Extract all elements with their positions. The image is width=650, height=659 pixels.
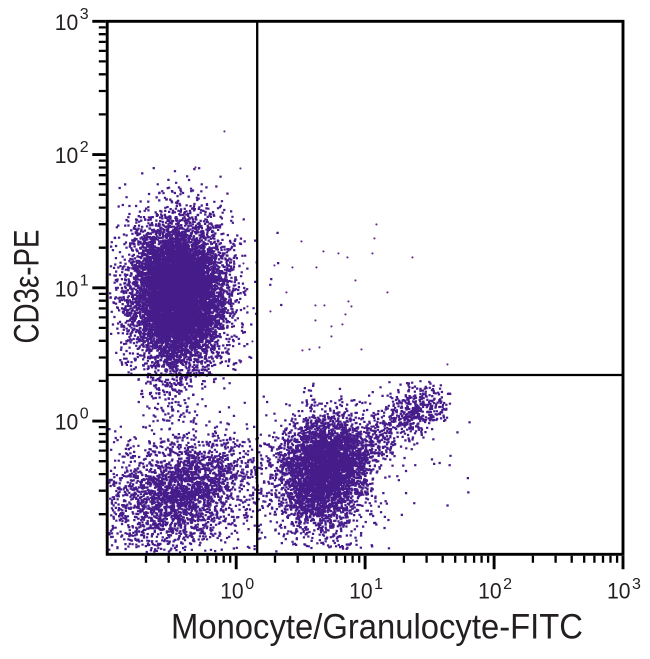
svg-text:2: 2 <box>503 576 512 593</box>
svg-text:3: 3 <box>80 6 89 23</box>
svg-text:10: 10 <box>55 410 79 435</box>
svg-text:10: 10 <box>607 579 631 604</box>
svg-text:Monocyte/Granulocyte-FITC: Monocyte/Granulocyte-FITC <box>171 607 583 647</box>
svg-text:0: 0 <box>80 406 89 423</box>
svg-text:2: 2 <box>80 139 89 156</box>
svg-text:10: 10 <box>55 276 79 301</box>
svg-text:10: 10 <box>220 579 244 604</box>
svg-text:10: 10 <box>55 143 79 168</box>
svg-text:3: 3 <box>632 576 641 593</box>
svg-text:10: 10 <box>478 579 502 604</box>
svg-text:1: 1 <box>80 272 89 289</box>
svg-text:10: 10 <box>349 579 373 604</box>
svg-text:1: 1 <box>374 576 383 593</box>
svg-text:0: 0 <box>245 576 254 593</box>
svg-text:CD3ε-PE: CD3ε-PE <box>8 230 47 344</box>
svg-text:10: 10 <box>55 10 79 35</box>
